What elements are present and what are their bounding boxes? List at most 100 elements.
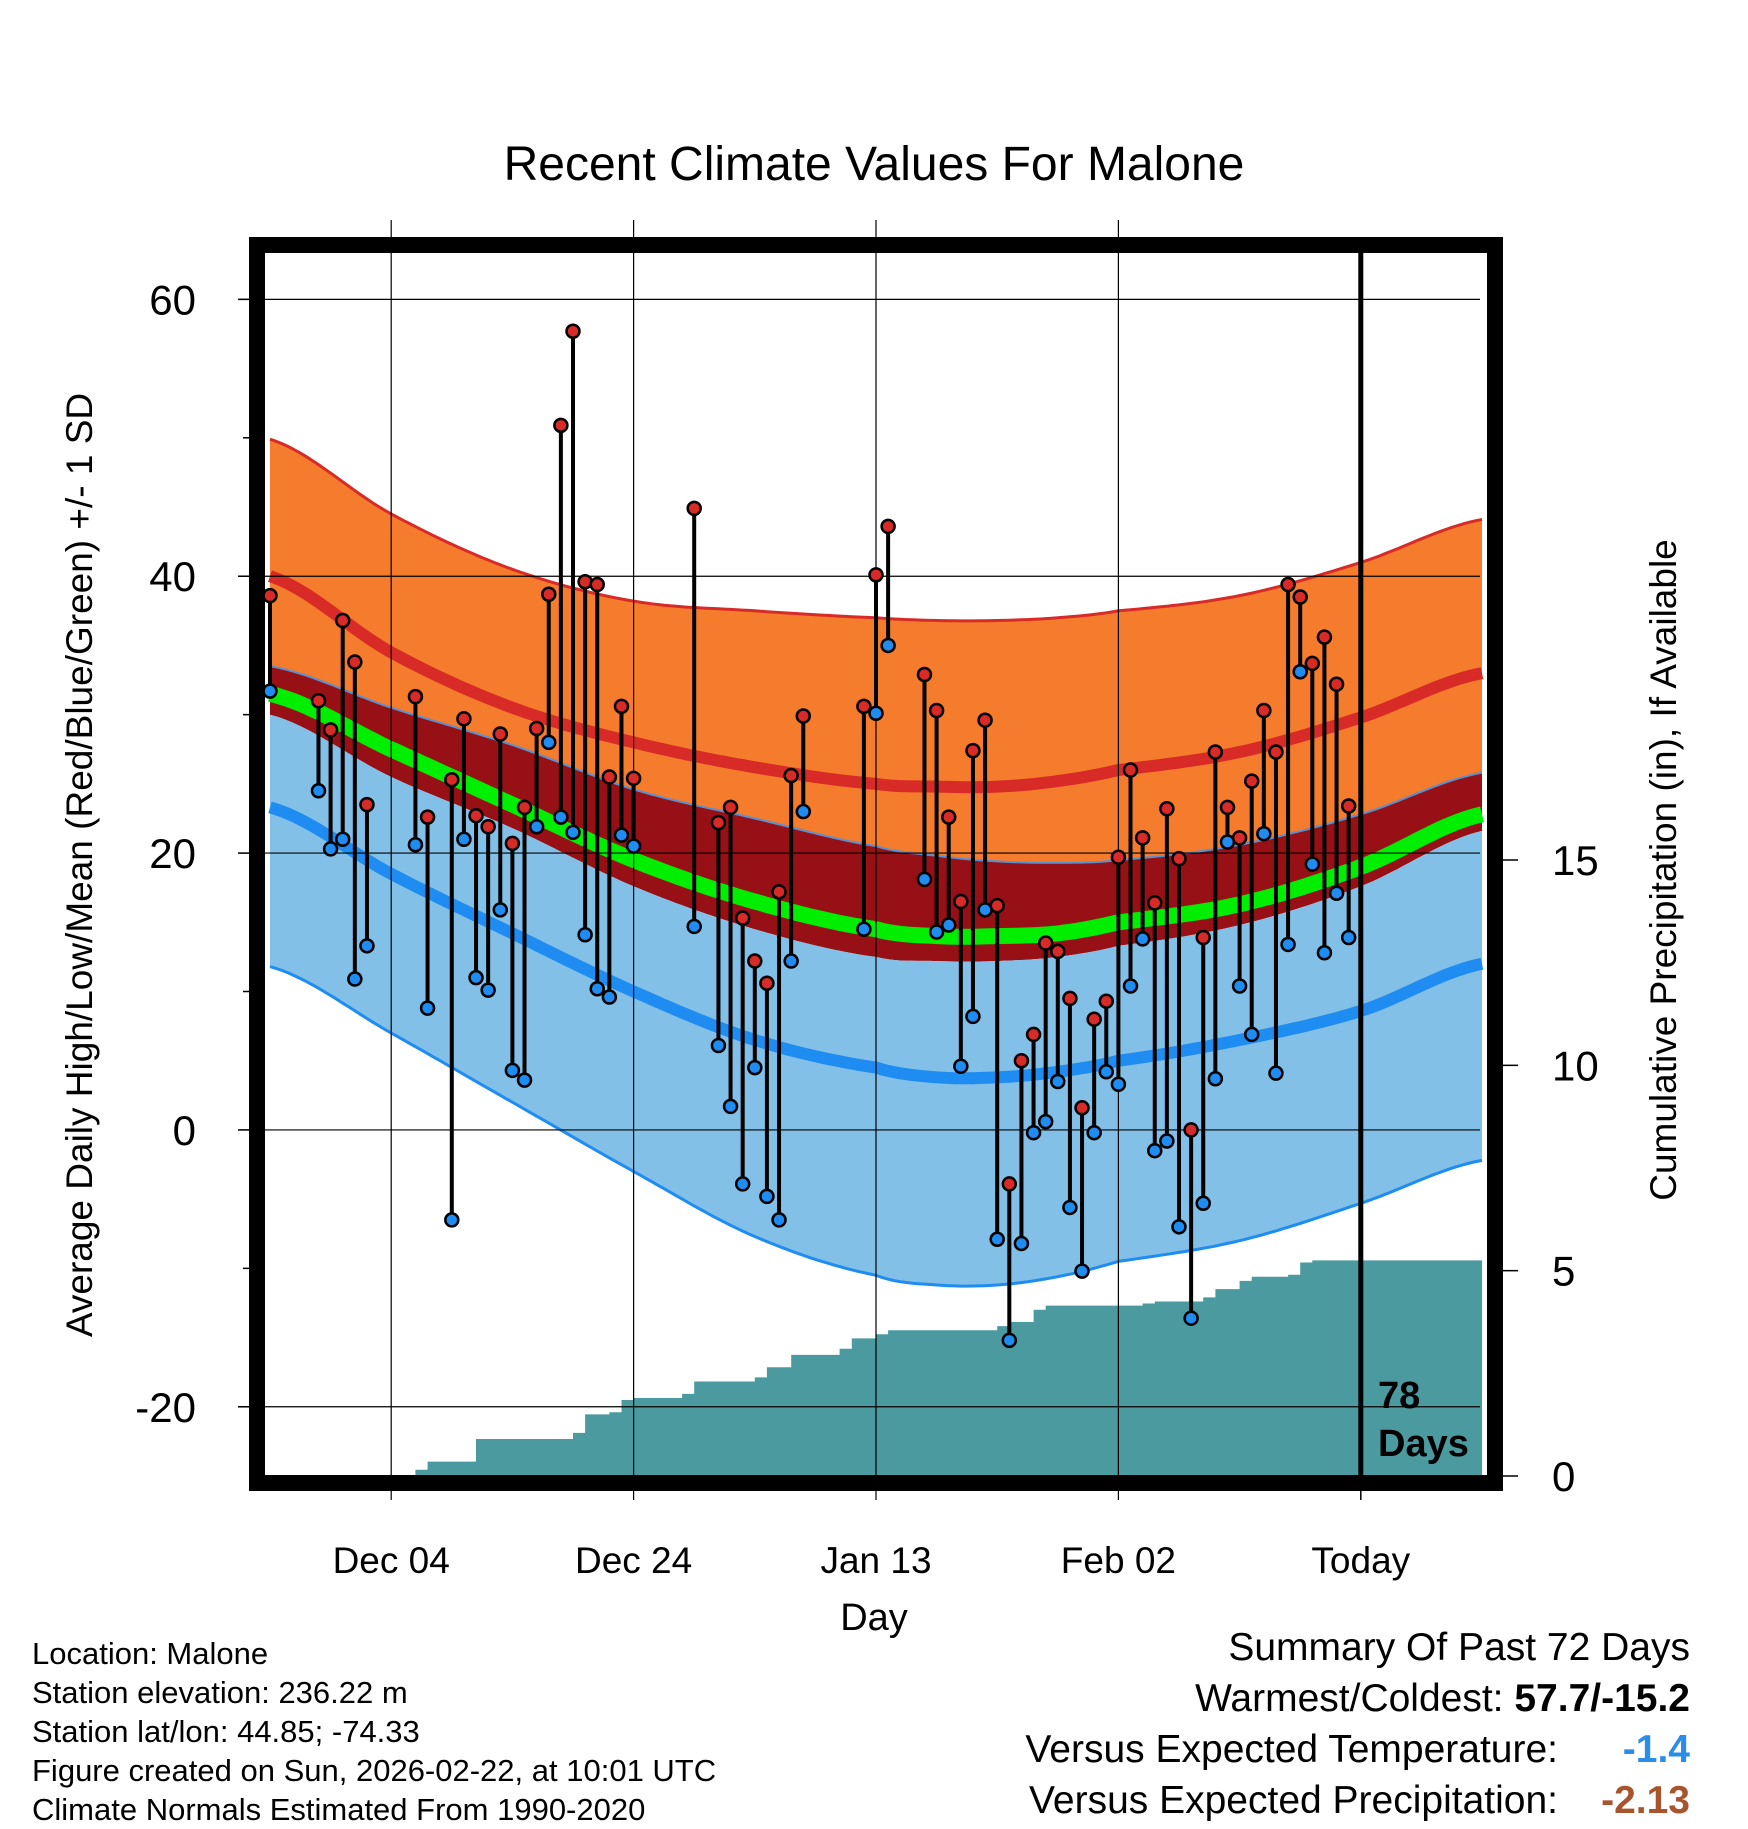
low-point <box>1062 1199 1078 1216</box>
low-point <box>1280 936 1296 953</box>
low-point <box>1256 825 1272 842</box>
low-point <box>601 989 618 1005</box>
low-point <box>795 803 812 820</box>
high-point <box>1231 830 1248 846</box>
x-tick-label: Jan 13 <box>820 1540 931 1581</box>
high-point <box>456 711 472 727</box>
summary-heading: Summary Of Past 72 Days <box>1228 1626 1690 1669</box>
low-point <box>444 1212 460 1228</box>
high-point <box>1013 1052 1030 1069</box>
high-point <box>1183 1122 1199 1138</box>
x-axis-label: Day <box>840 1597 908 1639</box>
high-point <box>1280 576 1296 593</box>
period-label-line-2: Days <box>1378 1423 1469 1465</box>
created-text: Figure created on Sun, 2026-02-22, at 10… <box>32 1753 717 1788</box>
high-point <box>262 587 278 604</box>
low-point <box>1183 1310 1199 1326</box>
high-point <box>1195 929 1211 946</box>
observations-layer <box>262 323 1357 1349</box>
temp-label: Versus Expected Temperature: <box>1025 1728 1558 1771</box>
low-point <box>989 1231 1005 1248</box>
high-point <box>613 698 630 715</box>
high-point <box>1062 990 1078 1007</box>
high-point <box>965 742 981 759</box>
high-point <box>1001 1176 1018 1192</box>
x-tick-label: Dec 04 <box>333 1540 450 1581</box>
high-point <box>1098 993 1115 1009</box>
high-point <box>747 953 763 969</box>
high-point <box>1328 676 1345 692</box>
high-point <box>722 799 739 816</box>
high-point <box>1292 589 1308 605</box>
low-point <box>1074 1263 1090 1279</box>
high-point <box>419 809 436 825</box>
high-point <box>1025 1026 1042 1043</box>
low-point <box>1292 663 1308 680</box>
high-point <box>589 576 605 593</box>
high-point <box>1219 799 1236 816</box>
low-point <box>516 1072 533 1088</box>
low-point <box>1171 1219 1187 1235</box>
period-label-line-1: 78 <box>1378 1375 1420 1417</box>
y-tick-label: -20 <box>135 1384 196 1431</box>
high-point <box>1037 935 1054 951</box>
y2-tick-label: 10 <box>1552 1042 1599 1089</box>
low-point <box>541 734 557 751</box>
low-point <box>359 938 375 954</box>
low-point <box>1268 1065 1284 1081</box>
low-point <box>1001 1332 1018 1349</box>
warm-cold-value: 57.7/-15.2 <box>1514 1677 1690 1720</box>
warm-cold-row: Warmest/Coldest: 57.7/-15.2 <box>1025 1673 1690 1724</box>
high-point <box>310 693 327 709</box>
high-point <box>783 767 799 784</box>
low-point <box>953 1058 969 1075</box>
low-point <box>928 924 945 940</box>
high-point <box>734 910 751 926</box>
low-point <box>1013 1235 1030 1252</box>
precip-row: Versus Expected Precipitation: -2.13 <box>1025 1775 1690 1826</box>
high-point <box>928 702 945 719</box>
low-point <box>553 809 569 825</box>
chart-title: Recent Climate Values For Malone <box>504 138 1245 191</box>
high-point <box>795 708 812 724</box>
low-point <box>322 841 339 857</box>
high-point <box>868 567 884 583</box>
high-point <box>710 814 727 831</box>
low-point <box>1316 944 1333 961</box>
low-point <box>419 1000 436 1016</box>
y-tick-label: 60 <box>149 276 196 323</box>
low-point <box>880 637 896 654</box>
high-point <box>989 897 1005 914</box>
x-tick-label: Today <box>1311 1540 1410 1581</box>
high-point <box>759 975 775 991</box>
low-point <box>771 1212 787 1228</box>
high-point <box>444 771 460 788</box>
y2-tick-label: 5 <box>1552 1248 1575 1295</box>
low-point <box>1037 1113 1054 1130</box>
high-point <box>492 726 509 742</box>
high-point <box>1110 849 1127 865</box>
high-point <box>468 807 484 824</box>
high-point <box>1207 744 1224 760</box>
high-point <box>1256 702 1272 719</box>
high-point <box>1074 1100 1090 1116</box>
high-point <box>1086 1011 1102 1027</box>
high-point <box>940 809 957 825</box>
low-point <box>407 837 424 853</box>
high-point <box>771 884 787 900</box>
temp-row: Versus Expected Temperature: -1.4 <box>1025 1724 1690 1775</box>
high-point <box>1316 629 1333 645</box>
plot-frame <box>249 237 1503 1491</box>
low-point <box>468 969 484 986</box>
low-point <box>916 871 933 888</box>
y-tick-label: 20 <box>149 830 196 877</box>
low-point <box>747 1059 763 1076</box>
location-text: Location: Malone <box>32 1636 269 1671</box>
high-point <box>334 612 351 629</box>
low-point <box>1340 929 1357 946</box>
high-point <box>953 893 969 910</box>
normals-text: Climate Normals Estimated From 1990-2020 <box>32 1792 646 1827</box>
high-point <box>1050 943 1066 960</box>
low-point <box>1328 885 1345 901</box>
